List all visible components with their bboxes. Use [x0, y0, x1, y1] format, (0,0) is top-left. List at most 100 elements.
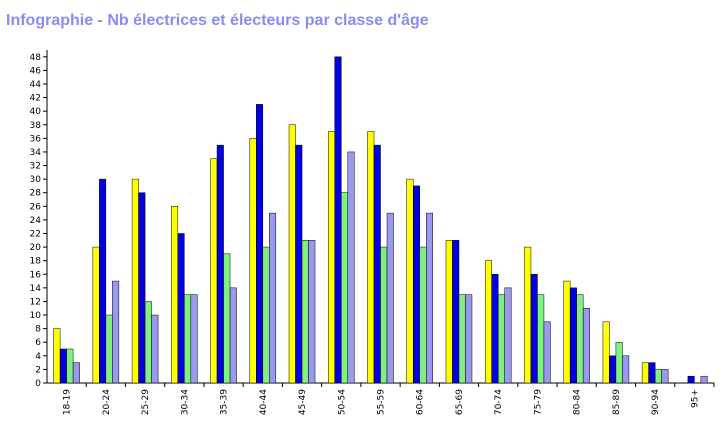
x-tick-label: 70-74 — [494, 389, 504, 415]
bar-80-84-series-1 — [563, 280, 571, 384]
bar-90-94-series-1 — [641, 362, 649, 384]
y-tick-label: 18 — [30, 257, 42, 267]
bar-95+-series-4 — [700, 375, 708, 384]
bar-35-39-series-2 — [216, 144, 224, 384]
bar-45-49-series-2 — [295, 144, 303, 384]
bar-85-89-series-1 — [602, 321, 610, 384]
bar-80-84-series-2 — [569, 287, 577, 384]
y-tick-label: 38 — [30, 121, 42, 131]
bar-20-24-series-4 — [112, 280, 120, 384]
bar-90-94-series-4 — [661, 369, 669, 384]
bar-60-64-series-1 — [406, 178, 414, 384]
x-tick-label: 40-44 — [259, 389, 269, 415]
y-tick-label: 46 — [30, 66, 42, 76]
bar-65-69-series-4 — [465, 294, 473, 384]
chart-title: Infographie - Nb électrices et électeurs… — [6, 12, 429, 29]
x-tick-label: 75-79 — [533, 389, 543, 415]
y-tick-label: 30 — [30, 175, 42, 185]
bar-65-69-series-1 — [445, 240, 453, 384]
bar-45-49-series-1 — [288, 124, 296, 384]
bar-18-19-series-2 — [59, 348, 67, 384]
y-tick-label: 22 — [30, 229, 41, 239]
x-tick-label: 20-24 — [102, 389, 112, 415]
bar-45-49-series-4 — [308, 240, 316, 384]
bar-40-44-series-1 — [249, 138, 257, 384]
bar-75-79-series-2 — [530, 274, 538, 384]
bar-35-39-series-3 — [223, 253, 231, 384]
bar-45-49-series-3 — [301, 240, 309, 384]
bar-65-69-series-3 — [458, 294, 466, 384]
x-tick-label: 80-84 — [573, 389, 583, 415]
bar-75-79-series-1 — [524, 246, 532, 384]
x-tick-label: 45-49 — [298, 389, 308, 415]
bar-70-74-series-2 — [491, 274, 499, 384]
bar-18-19-series-1 — [53, 328, 61, 384]
bar-20-24-series-2 — [99, 178, 107, 384]
bar-30-34-series-4 — [190, 294, 198, 384]
bars — [53, 56, 708, 384]
x-tick-label: 50-54 — [337, 389, 347, 415]
x-tick-label: 35-39 — [220, 389, 230, 415]
bar-40-44-series-4 — [269, 212, 277, 384]
bar-25-29-series-3 — [144, 301, 152, 384]
bar-50-54-series-1 — [328, 131, 336, 384]
x-tick-label: 85-89 — [612, 389, 622, 415]
x-tick-label: 95+ — [690, 389, 700, 408]
bar-80-84-series-3 — [576, 294, 584, 384]
bar-90-94-series-3 — [654, 369, 662, 384]
x-tick-label: 60-64 — [416, 389, 426, 415]
y-tick-label: 48 — [30, 53, 42, 63]
bar-75-79-series-4 — [543, 321, 551, 384]
x-tick-label: 25-29 — [141, 389, 151, 415]
bar-50-54-series-3 — [341, 192, 349, 384]
bar-35-39-series-1 — [210, 158, 218, 384]
bar-70-74-series-3 — [497, 294, 505, 384]
bar-30-34-series-3 — [184, 294, 192, 384]
bar-35-39-series-4 — [229, 287, 237, 384]
y-tick-label: 32 — [30, 162, 41, 172]
bar-25-29-series-4 — [151, 314, 159, 384]
y-tick-label: 10 — [30, 311, 42, 321]
bar-55-59-series-3 — [380, 246, 388, 384]
x-tick-label: 18-19 — [63, 389, 73, 415]
y-axis: 0246810121416182022242628303234363840424… — [30, 50, 48, 389]
y-tick-label: 8 — [35, 325, 41, 335]
x-tick-label: 55-59 — [377, 389, 387, 415]
bar-55-59-series-2 — [373, 144, 381, 384]
bar-60-64-series-2 — [412, 185, 420, 384]
bar-60-64-series-3 — [419, 246, 427, 384]
bar-55-59-series-4 — [386, 212, 394, 384]
y-tick-label: 42 — [30, 94, 41, 104]
bar-18-19-series-4 — [72, 362, 80, 384]
bar-85-89-series-3 — [615, 341, 623, 384]
bar-25-29-series-2 — [138, 192, 146, 384]
bar-80-84-series-4 — [582, 307, 590, 384]
y-tick-label: 24 — [30, 216, 42, 226]
bar-55-59-series-1 — [367, 131, 375, 384]
y-tick-label: 0 — [35, 379, 41, 389]
bar-85-89-series-4 — [622, 355, 630, 384]
x-tick-label: 30-34 — [180, 389, 190, 415]
y-tick-label: 28 — [30, 189, 42, 199]
bar-25-29-series-1 — [131, 178, 139, 384]
y-tick-label: 34 — [30, 148, 42, 158]
y-tick-label: 6 — [35, 338, 41, 348]
y-tick-label: 4 — [35, 352, 41, 362]
bar-18-19-series-3 — [66, 348, 74, 384]
bar-50-54-series-4 — [347, 151, 355, 384]
bar-95+-series-2 — [687, 375, 695, 384]
y-tick-label: 44 — [30, 80, 42, 90]
y-tick-label: 14 — [30, 284, 42, 294]
bar-20-24-series-3 — [105, 314, 113, 384]
y-tick-label: 20 — [30, 243, 42, 253]
y-tick-label: 16 — [30, 270, 42, 280]
bar-30-34-series-2 — [177, 233, 185, 384]
bar-70-74-series-4 — [504, 287, 512, 384]
bar-20-24-series-1 — [92, 246, 100, 384]
y-tick-label: 26 — [30, 202, 42, 212]
bar-30-34-series-1 — [171, 206, 179, 384]
bar-85-89-series-2 — [609, 355, 617, 384]
x-tick-label: 65-69 — [455, 389, 465, 415]
bar-70-74-series-1 — [484, 260, 492, 384]
